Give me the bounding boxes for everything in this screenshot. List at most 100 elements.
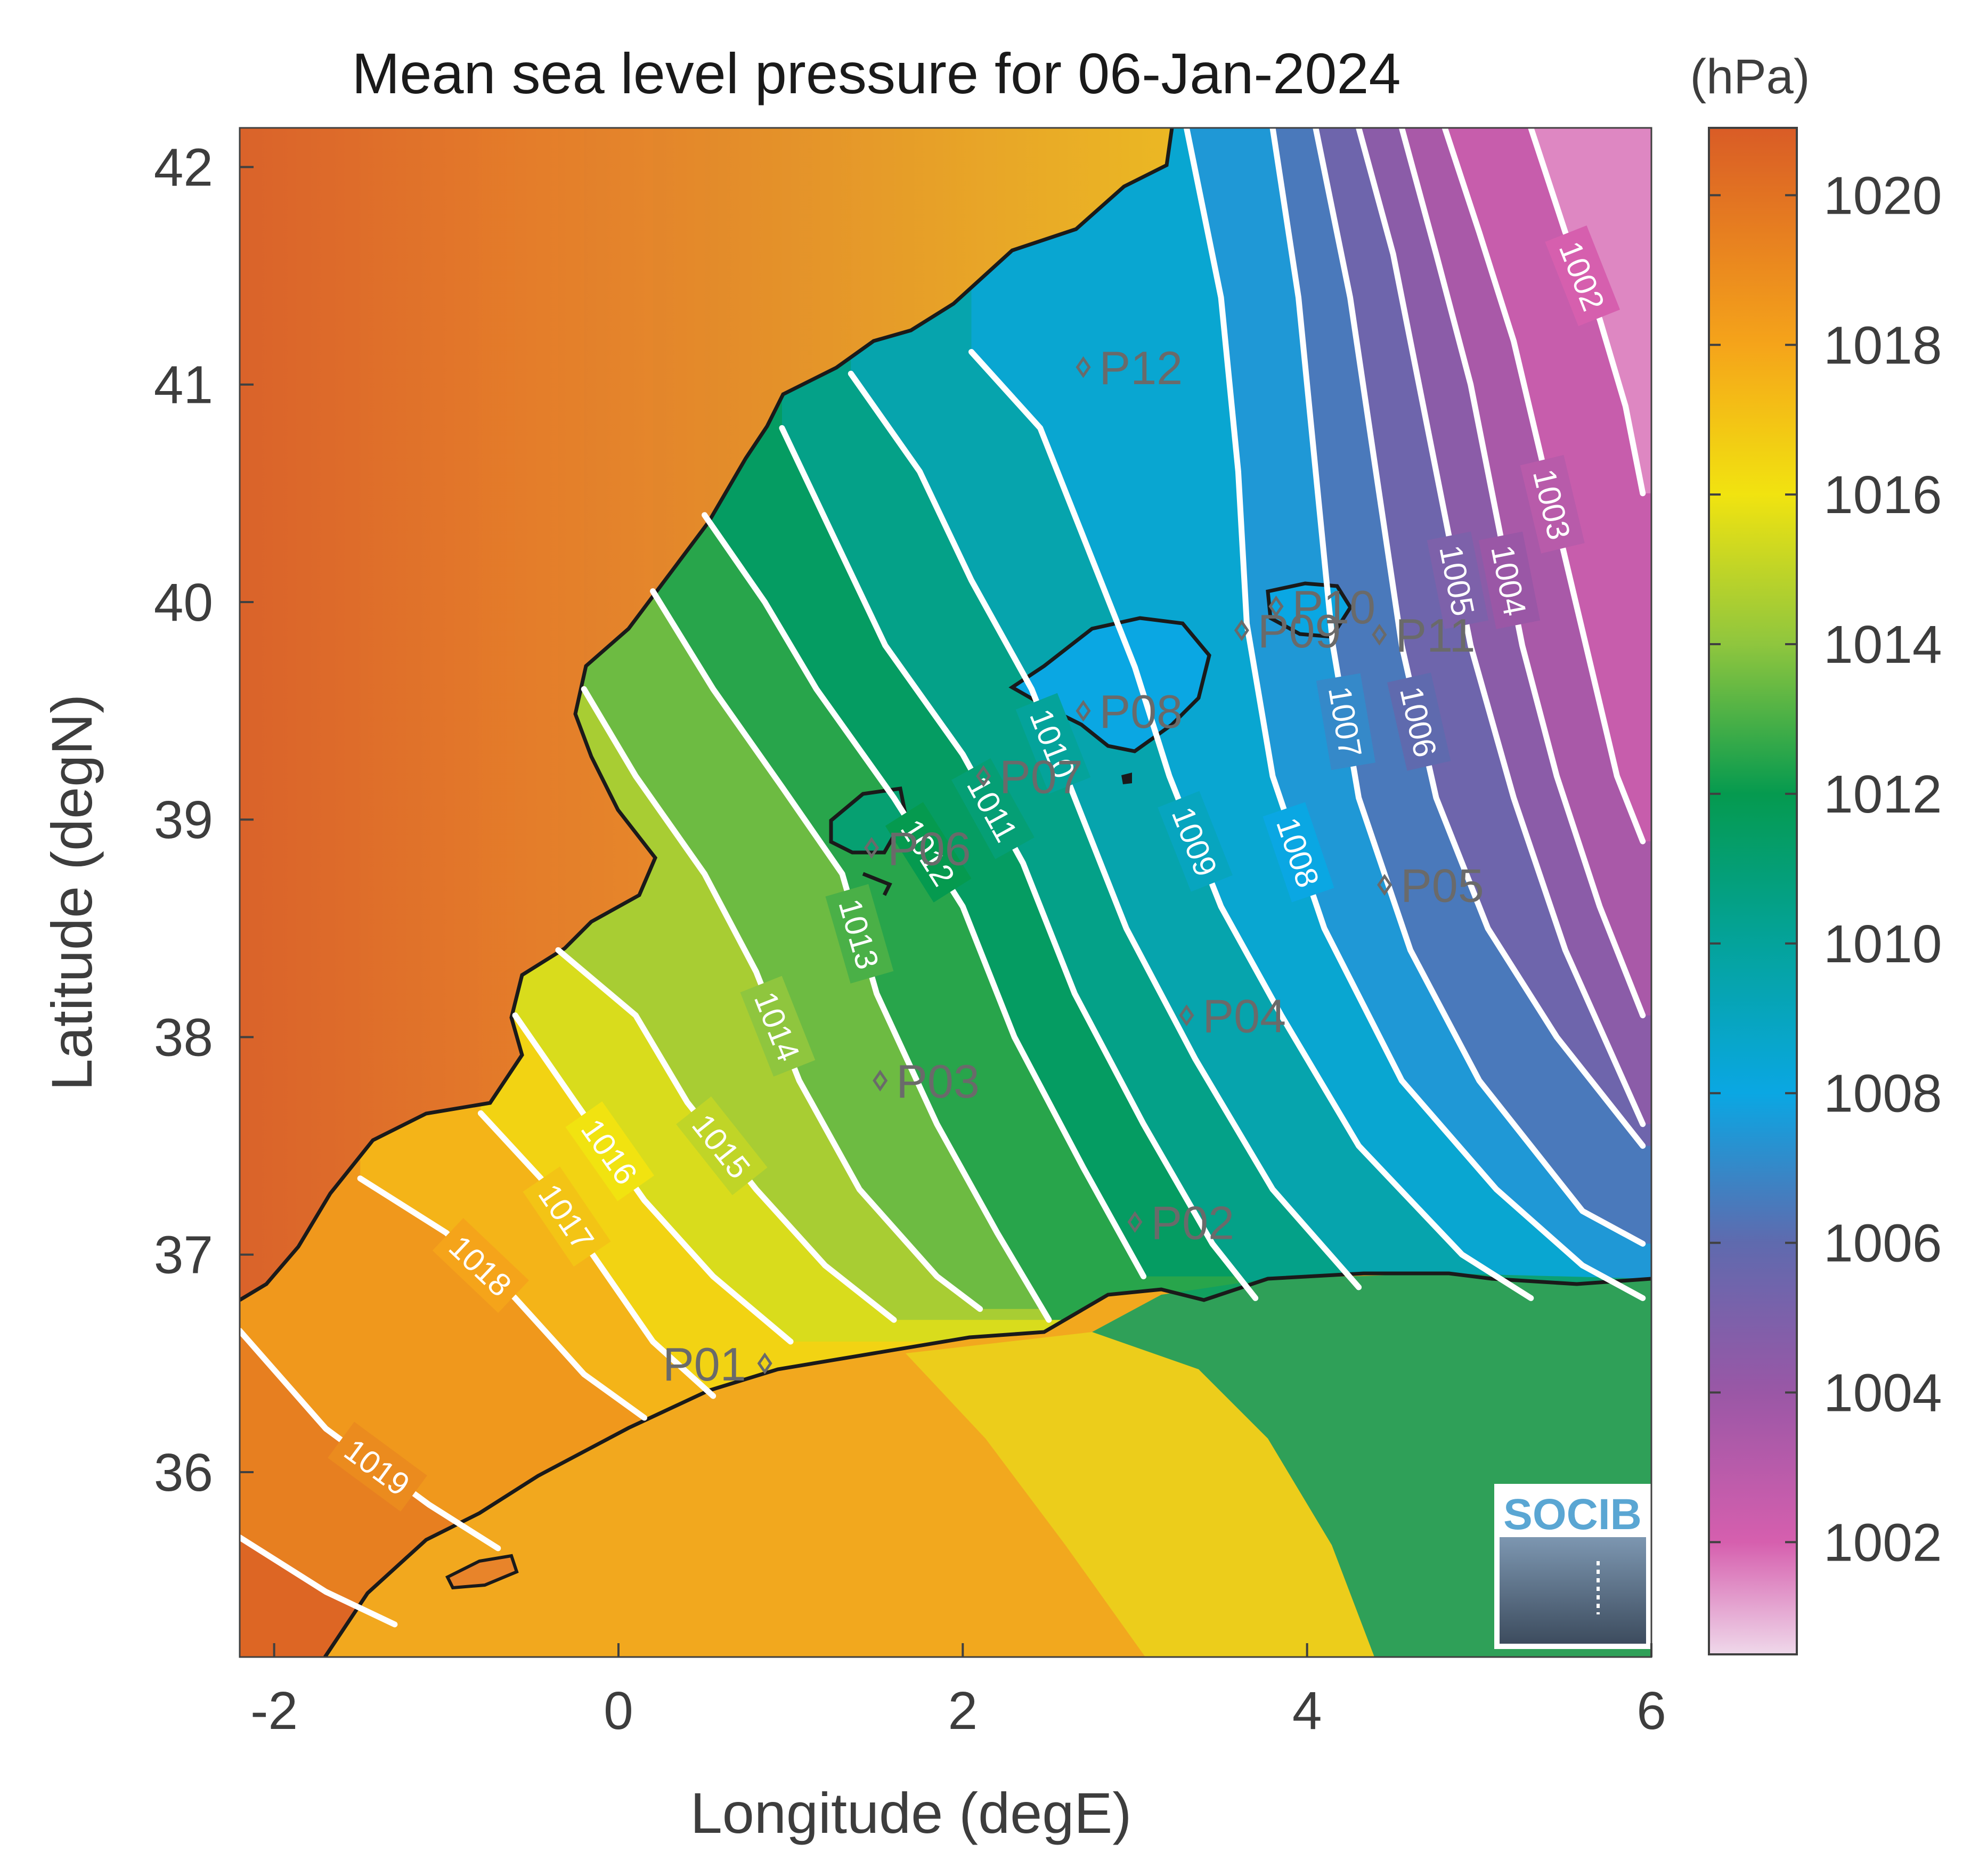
station-marker [873,1069,888,1092]
map-panel: 1002100310041005100610071008100910101011… [239,127,1652,1658]
isobar-label-group: 1005 [1427,531,1489,629]
isobar-label-bg [1478,531,1541,629]
isobar-line [240,1534,398,1628]
x-tick-label: 4 [1292,1681,1322,1741]
y-axis-label: Latitude (degN) [39,694,104,1091]
colorbar-ticks: 1002 1004 1006 1008 1010 1012 1014 1016 1018 1020 [1709,166,1942,1572]
island-cabrera [1121,773,1132,784]
isobar-label-bg [885,802,972,903]
isobar-label-bg [432,1218,529,1313]
x-tick-label: 2 [948,1681,978,1741]
socib-logo: SOCIB [1494,1484,1651,1649]
y-tick-label: 38 [154,1008,213,1067]
chart-title: Mean sea level pressure for 06-Jan-2024 [352,41,1400,105]
isobar-label-bg [328,1422,427,1512]
socib-logo-text-bg [1500,1489,1646,1537]
isobar-label-bg [1545,225,1620,327]
station-label: P04 [1202,990,1286,1043]
x-axis-ticks: -2 0 2 4 6 [250,1643,1666,1741]
colorbar-scale [1708,127,1798,1655]
colorbar: (hPa) 1002100410061008101010121014101610… [1690,50,1942,1655]
isobar-label-bg [565,1101,655,1201]
colorbar-tick-label: 1006 [1823,1214,1942,1273]
isobar-label-bg [1263,802,1334,903]
island-alboran [445,1554,519,1590]
isobar-label-bg [676,1096,768,1196]
station-label: P08 [1100,685,1183,738]
isobar-label-group: 1006 [1387,672,1451,771]
socib-logo-frame [1494,1484,1651,1649]
station-label: P12 [1100,342,1183,394]
station-label: P05 [1400,859,1484,912]
isobar-label-group: 1008 [1263,802,1334,903]
isobar-line [779,425,1259,1301]
isobar-label-bg [740,976,816,1077]
colorbar-tick-label: 1018 [1823,315,1942,375]
station-marker [757,1352,772,1375]
island-mallorca [1008,616,1211,753]
isobar-label-bg [951,758,1035,859]
y-tick-label: 42 [154,137,213,197]
isobar-line [848,370,1362,1290]
island-formentera [862,872,892,896]
colorbar-tick-label: 1012 [1823,765,1942,824]
station-marker [1076,356,1091,378]
colorbar-tick-label: 1014 [1823,615,1942,675]
station-label: P06 [887,822,971,875]
isobar-label-group: 1004 [1478,531,1541,629]
station-marker [1372,623,1387,646]
isobar-line [1269,128,1646,1247]
y-tick-label: 39 [154,790,213,850]
isobar-label-bg [825,884,894,984]
y-axis-ticks: 36 37 38 39 40 41 42 [154,137,254,1503]
socib-logo-text: SOCIB [1503,1490,1642,1539]
isobar-label-bg [523,1166,611,1267]
colorbar-units: (hPa) [1690,50,1810,104]
isobar-label-bg [1427,531,1489,629]
colorbar-tick-label: 1010 [1823,914,1942,974]
y-tick-label: 37 [154,1225,213,1285]
colorbar-tick-label: 1016 [1823,465,1942,525]
isobar-line [512,1012,794,1345]
isobar-line [477,1110,716,1399]
station-label: P01 [663,1338,746,1391]
isobar-label-bg [1316,673,1375,770]
coastline [240,128,1174,1302]
isobar-label-bg [1015,693,1091,794]
colorbar-tick-label: 1020 [1823,166,1942,225]
station-marker [1234,619,1249,641]
station-marker [864,837,880,859]
station-label: P09 [1258,605,1341,657]
x-axis-label: Longitude (degE) [690,1781,1132,1845]
station-label: P03 [896,1055,980,1108]
map-frame [239,127,1652,1658]
coastline-africa [323,1271,1651,1657]
station-marker [1076,700,1091,722]
isobar-label-bg [1520,454,1585,554]
isobar-label-group: 1017 [523,1166,611,1267]
land-africa-mid [906,1332,1374,1657]
station-label: P02 [1151,1196,1234,1249]
x-tick-label: -2 [250,1681,298,1741]
station-marker [1127,1211,1143,1233]
y-tick-label: 40 [154,573,213,632]
station-marker [1377,874,1392,896]
y-tick-label: 36 [154,1443,213,1503]
station-marker [1268,595,1284,618]
y-tick-label: 41 [154,355,213,415]
isobar-label-bg [1158,791,1233,892]
isobar-label-bg [1387,672,1451,771]
colorbar-tick-label: 1002 [1823,1513,1942,1572]
station-label: P10 [1292,581,1375,634]
isobar-label-group: 1007 [1316,673,1375,770]
colorbar-tick-label: 1008 [1823,1064,1942,1124]
station-marker [976,765,991,787]
land-iberia [240,128,1172,1300]
x-tick-label: 6 [1636,1681,1666,1741]
station-marker [1179,1004,1194,1027]
isobar-line [1528,128,1646,497]
station-label: P11 [1395,609,1475,662]
x-tick-label: 0 [604,1681,633,1741]
